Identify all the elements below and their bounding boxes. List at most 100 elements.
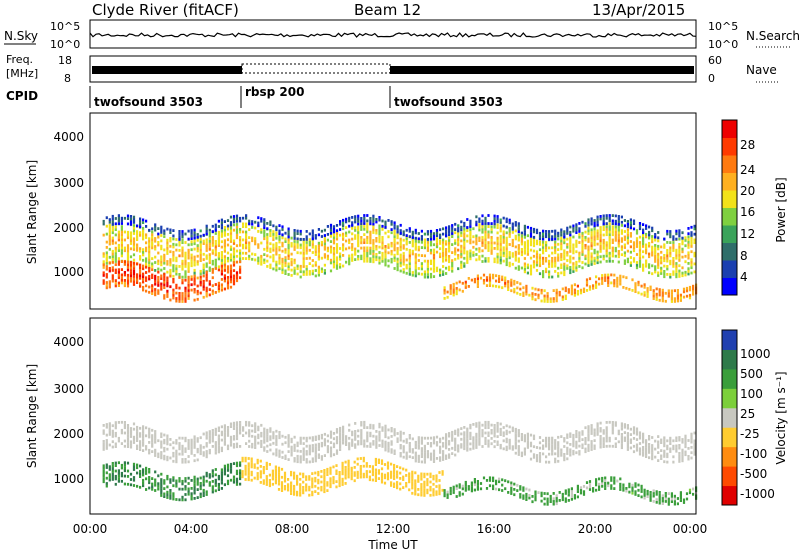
- power-cell: [627, 220, 629, 223]
- velocity-cell: [420, 491, 422, 494]
- power-cell: [148, 256, 150, 259]
- power-cell: [275, 263, 277, 266]
- power-cell: [601, 274, 603, 277]
- power-cell: [324, 240, 326, 243]
- power-cell: [630, 221, 632, 224]
- velocity-cell: [172, 484, 174, 487]
- power-cell: [621, 245, 623, 248]
- power-cell: [172, 267, 174, 270]
- velocity-cell: [221, 476, 223, 479]
- power-cell: [589, 288, 591, 291]
- power-cell: [406, 243, 408, 246]
- velocity-cell: [594, 434, 596, 437]
- power-cell: [294, 234, 296, 237]
- velocity-cell: [175, 480, 177, 483]
- power-cell: [324, 243, 326, 246]
- power-cell: [509, 227, 511, 230]
- power-cell: [515, 224, 517, 227]
- velocity-cell: [188, 493, 190, 496]
- power-cell: [366, 252, 368, 255]
- velocity-cell: [506, 440, 508, 443]
- velocity-cell: [548, 448, 550, 451]
- power-cell: [639, 246, 641, 249]
- power-cell: [412, 274, 414, 277]
- power-cell: [575, 266, 577, 269]
- power-cell: [521, 235, 523, 238]
- power-cell: [418, 272, 420, 275]
- velocity-cell: [578, 431, 580, 434]
- power-cell: [569, 226, 571, 229]
- power-cell: [454, 247, 456, 250]
- power-cell: [103, 282, 105, 285]
- velocity-cell: [142, 449, 144, 452]
- power-cell: [151, 287, 153, 290]
- velocity-cell: [106, 466, 108, 469]
- power-cell: [191, 256, 193, 259]
- power-cell: [154, 280, 156, 283]
- power-cell: [191, 240, 193, 243]
- velocity-cell: [269, 463, 271, 466]
- velocity-cell: [169, 481, 171, 484]
- power-cell: [284, 256, 286, 259]
- power-cell: [227, 219, 229, 222]
- velocity-cell: [339, 474, 341, 477]
- velocity-cell: [260, 424, 262, 427]
- power-cell: [556, 300, 558, 303]
- power-cell: [215, 261, 217, 264]
- velocity-cell: [366, 434, 368, 437]
- velocity-cell: [212, 437, 214, 440]
- velocity-cell: [360, 421, 362, 424]
- velocity-cell: [348, 448, 350, 451]
- power-cell: [263, 261, 265, 264]
- power-cell: [601, 280, 603, 283]
- power-cell: [297, 241, 299, 244]
- power-cell: [445, 251, 447, 254]
- power-cell: [121, 225, 123, 228]
- power-cell: [245, 223, 247, 226]
- power-cell: [460, 240, 462, 243]
- power-cell: [118, 263, 120, 266]
- velocity-cell: [200, 487, 202, 490]
- velocity-cell: [329, 472, 331, 475]
- velocity-cell: [429, 481, 431, 484]
- velocity-cell: [269, 474, 271, 477]
- power-cell: [266, 241, 268, 244]
- power-cell: [124, 263, 126, 266]
- power-cell: [200, 238, 202, 241]
- velocity-cell: [133, 468, 135, 471]
- velocity-cell: [318, 456, 320, 459]
- power-cell: [294, 245, 296, 248]
- velocity-cell: [206, 455, 208, 458]
- velocity-cell: [184, 458, 186, 461]
- power-colorbar-swatch: [722, 173, 737, 191]
- velocity-cell: [109, 425, 111, 428]
- velocity-panel: Slant Range [km] 1000 2000 3000 4000 100…: [25, 318, 788, 514]
- power-cell: [639, 222, 641, 225]
- velocity-cell: [224, 467, 226, 470]
- power-cell: [639, 262, 641, 265]
- power-cell: [133, 275, 135, 278]
- power-cell: [384, 250, 386, 253]
- power-cell: [515, 238, 517, 241]
- velocity-cell: [492, 479, 494, 482]
- velocity-cell: [200, 447, 202, 450]
- velocity-cell: [236, 437, 238, 440]
- velocity-cell: [257, 426, 259, 429]
- power-cell: [510, 289, 512, 292]
- velocity-cell: [663, 444, 665, 447]
- velocity-cell: [384, 476, 386, 479]
- power-cell: [524, 249, 526, 252]
- velocity-cell: [354, 461, 356, 464]
- velocity-cell: [260, 443, 262, 446]
- velocity-cell: [557, 460, 559, 463]
- power-cell: [366, 255, 368, 258]
- velocity-cell: [387, 442, 389, 445]
- power-cell: [154, 261, 156, 264]
- power-cell: [581, 253, 583, 256]
- power-cell: [448, 250, 450, 253]
- power-cell: [324, 253, 326, 256]
- velocity-cell: [690, 433, 692, 436]
- power-cell: [524, 233, 526, 236]
- power-cell: [257, 224, 259, 227]
- velocity-cell: [166, 478, 168, 481]
